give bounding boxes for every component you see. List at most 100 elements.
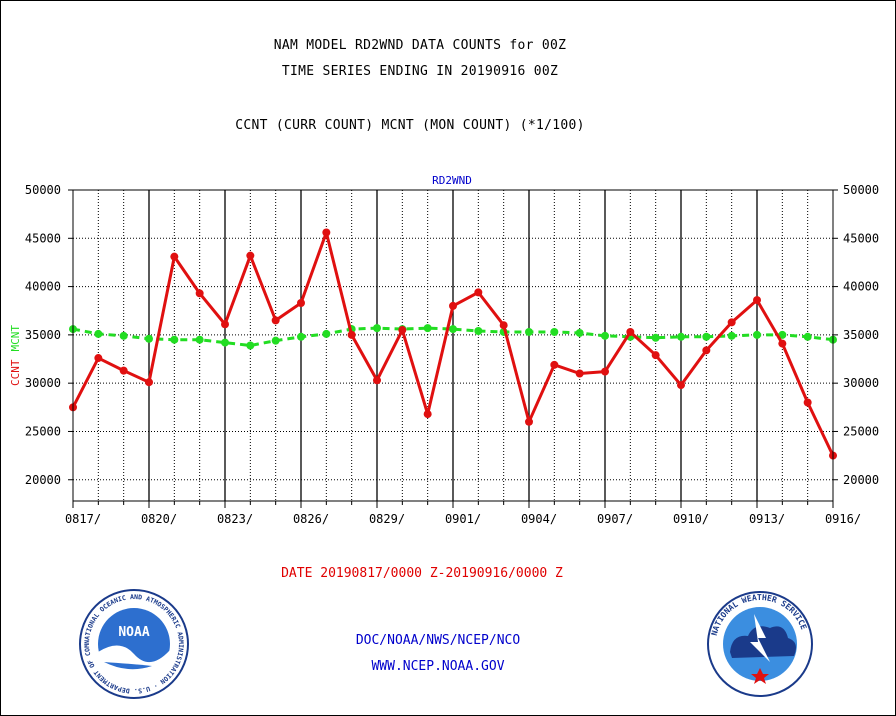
data-point-ccnt [398, 326, 407, 335]
data-point-mcnt [119, 331, 128, 340]
data-point-mcnt [170, 335, 179, 344]
data-point-ccnt [119, 366, 128, 375]
svg-text:NOAA: NOAA [118, 625, 149, 640]
y-tick-label-left: 25000 [25, 424, 61, 438]
data-point-ccnt [271, 316, 280, 325]
data-point-ccnt [246, 251, 255, 260]
y-axis-label: CCNT MCNT [9, 325, 22, 386]
data-point-ccnt [702, 346, 711, 355]
data-point-ccnt [449, 301, 457, 310]
noaa-logo: NOAA NATIONAL OCEANIC AND ATMOSPHERIC AD… [79, 589, 189, 699]
data-point-mcnt [778, 330, 787, 339]
data-point-mcnt [373, 324, 381, 333]
data-point-ccnt [727, 318, 736, 327]
grid-lines [73, 190, 833, 501]
data-point-mcnt [94, 329, 103, 338]
x-tick-label: 0901/ [445, 512, 481, 526]
data-point-mcnt [221, 338, 229, 347]
y-axis-title-part: MCNT [9, 325, 22, 352]
y-tick-label-left: 45000 [25, 231, 61, 245]
data-point-mcnt [271, 336, 280, 345]
data-point-ccnt [575, 369, 584, 378]
data-point-mcnt [727, 331, 736, 340]
data-point-ccnt [423, 410, 432, 419]
x-tick-label: 0829/ [369, 512, 405, 526]
x-tick-label: 0910/ [673, 512, 709, 526]
chart-title-line-1: NAM MODEL RD2WND DATA COUNTS for 00Z [273, 38, 567, 53]
x-tick-label: 0823/ [217, 512, 253, 526]
legend-description: CCNT (CURR COUNT) MCNT (MON COUNT) (*1/1… [235, 118, 585, 133]
data-point-mcnt [651, 333, 660, 342]
chart-subtitle: RD2WND [432, 174, 472, 187]
x-tick-label: 0913/ [749, 512, 785, 526]
data-point-mcnt [702, 332, 711, 341]
data-point-ccnt [753, 296, 761, 305]
y-tick-label-right: 25000 [843, 424, 879, 438]
data-point-mcnt [753, 330, 761, 339]
data-point-ccnt [322, 228, 331, 237]
data-point-ccnt [778, 339, 787, 348]
data-point-mcnt [803, 332, 812, 341]
y-tick-label-right: 40000 [843, 280, 879, 294]
data-point-mcnt [195, 335, 204, 344]
plot-area-border [72, 189, 834, 502]
data-point-ccnt [94, 354, 103, 363]
data-point-mcnt [423, 324, 432, 333]
y-tick-label-left: 35000 [25, 328, 61, 342]
data-point-ccnt [170, 252, 179, 261]
data-point-mcnt [474, 327, 483, 336]
y-tick-label-left: 20000 [25, 473, 61, 487]
x-tick-label: 0817/ [65, 512, 101, 526]
y-tick-label-right: 30000 [843, 376, 879, 390]
x-tick-label: 0904/ [521, 512, 557, 526]
date-range: DATE 20190817/0000 Z-20190916/0000 Z [281, 566, 563, 581]
y-tick-label-right: 35000 [843, 328, 879, 342]
footer-org: DOC/NOAA/NWS/NCEP/NCO [355, 633, 521, 648]
y-tick-label-right: 50000 [843, 183, 879, 197]
nws-logo: NATIONAL WEATHER SERVICE [707, 591, 813, 697]
x-axis: 0817/0820/0823/0826/0829/0901/0904/0907/… [65, 501, 861, 526]
data-point-mcnt [601, 331, 609, 340]
chart-title-line-2: TIME SERIES ENDING IN 20190916 00Z [281, 64, 559, 79]
series-ccnt [69, 228, 837, 460]
y-tick-label-right: 45000 [843, 231, 879, 245]
series-mcnt [69, 324, 837, 350]
data-point-mcnt [550, 327, 559, 336]
data-point-mcnt [297, 332, 305, 341]
data-point-ccnt [499, 321, 508, 330]
y-tick-label-left: 40000 [25, 280, 61, 294]
y-axis-title: CCNT MCNT [9, 325, 22, 386]
data-point-mcnt [145, 334, 153, 343]
y-axis-title-part: CCNT [9, 359, 22, 386]
data-point-ccnt [677, 381, 685, 390]
data-point-mcnt [575, 328, 584, 337]
data-point-mcnt [449, 325, 457, 334]
footer-url: WWW.NCEP.NOAA.GOV [371, 659, 505, 674]
data-point-ccnt [626, 327, 635, 336]
y-axis-left: 20000 25000 30000 35000 40000 45000 50000 [25, 183, 73, 487]
data-point-ccnt [550, 360, 559, 369]
x-tick-label: 0907/ [597, 512, 633, 526]
data-point-mcnt [677, 332, 685, 341]
data-point-ccnt [474, 288, 483, 297]
data-point-ccnt [347, 330, 356, 339]
x-tick-label: 0820/ [141, 512, 177, 526]
y-tick-label-left: 50000 [25, 183, 61, 197]
data-point-ccnt [221, 320, 229, 329]
data-point-ccnt [145, 378, 153, 387]
data-point-ccnt [803, 398, 812, 407]
x-tick-label: 0916/ [825, 512, 861, 526]
y-axis-right: 20000 25000 30000 35000 40000 45000 50000 [833, 183, 879, 487]
data-point-ccnt [601, 367, 609, 376]
data-point-mcnt [322, 329, 331, 338]
data-point-ccnt [297, 299, 305, 308]
data-point-mcnt [525, 327, 533, 336]
data-point-ccnt [651, 351, 660, 360]
y-tick-label-left: 30000 [25, 376, 61, 390]
data-point-mcnt [246, 341, 255, 350]
y-tick-label-right: 20000 [843, 473, 879, 487]
x-tick-label: 0826/ [293, 512, 329, 526]
data-point-ccnt [525, 417, 533, 426]
data-point-ccnt [373, 376, 381, 385]
